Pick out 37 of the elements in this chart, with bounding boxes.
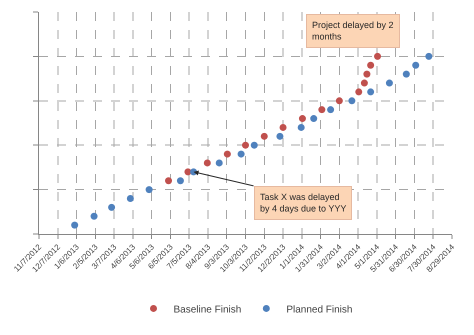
point xyxy=(224,150,231,158)
legend-label: Baseline Finish xyxy=(174,304,242,316)
point xyxy=(165,177,172,184)
point xyxy=(90,212,98,220)
point xyxy=(71,222,78,229)
point xyxy=(204,159,211,166)
point xyxy=(367,62,374,69)
point xyxy=(298,124,305,131)
point xyxy=(242,142,249,149)
point xyxy=(276,132,284,140)
point xyxy=(108,204,116,211)
point xyxy=(250,142,258,149)
point xyxy=(126,194,134,202)
point xyxy=(176,177,184,184)
point xyxy=(146,186,153,194)
point xyxy=(238,150,245,158)
point xyxy=(348,97,356,104)
annotation: Task X was delayed by 4 days due to YYY xyxy=(260,192,346,214)
point xyxy=(374,52,382,60)
point xyxy=(327,106,334,114)
point xyxy=(260,132,268,140)
point xyxy=(363,70,370,78)
point xyxy=(216,159,223,166)
point xyxy=(425,52,432,60)
point xyxy=(318,106,326,114)
point xyxy=(280,124,287,131)
point xyxy=(336,97,343,104)
point xyxy=(402,70,410,78)
point xyxy=(310,115,318,122)
point xyxy=(298,115,306,122)
point xyxy=(386,80,393,87)
point xyxy=(360,80,368,87)
point xyxy=(412,62,420,69)
point xyxy=(367,88,374,96)
text: Project delayed by 2 months xyxy=(312,20,394,42)
point xyxy=(355,88,362,96)
legend-label: Planned Finish xyxy=(286,304,352,316)
